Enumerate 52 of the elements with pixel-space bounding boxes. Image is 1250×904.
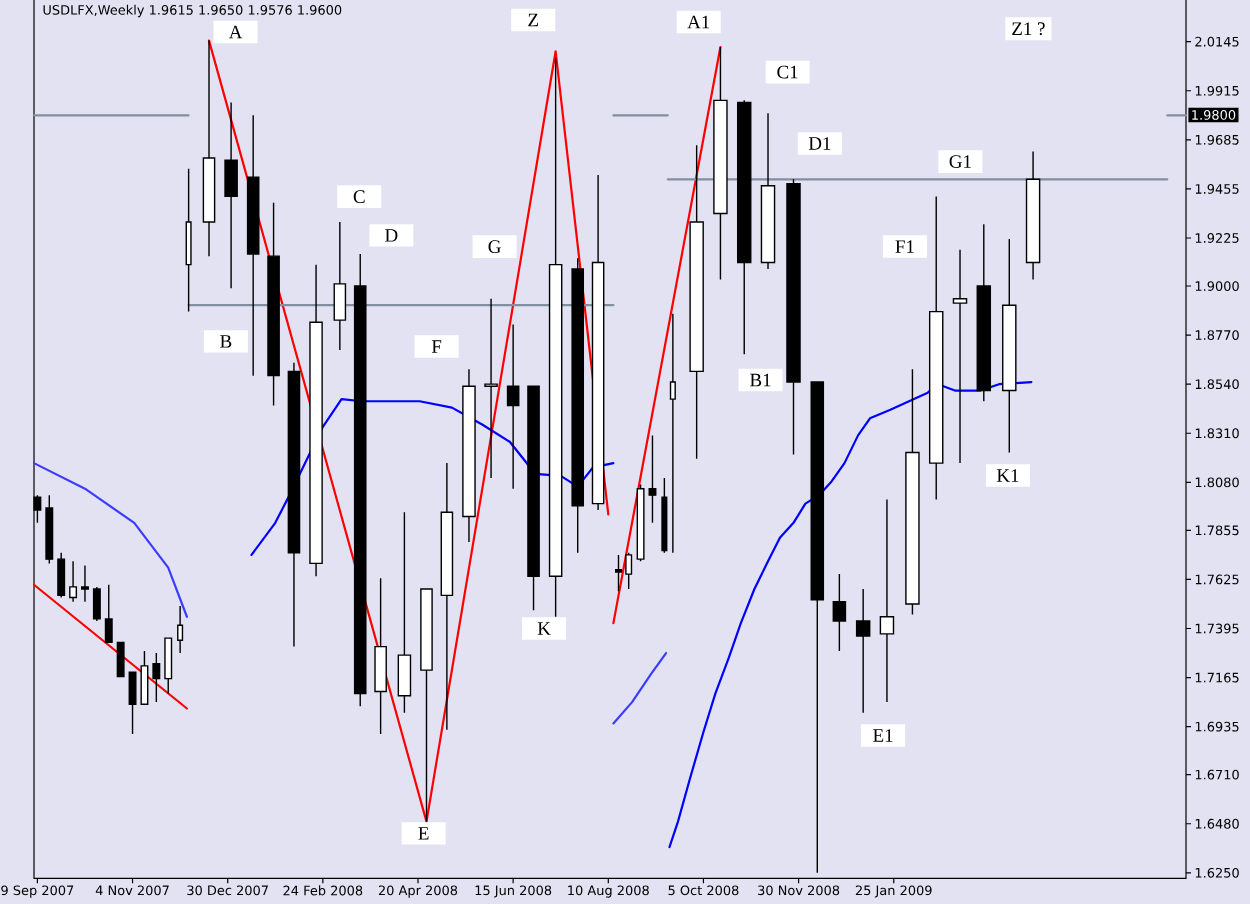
line-series: [32, 462, 189, 618]
annotation: K1: [996, 469, 1019, 482]
candlestick: [506, 323, 520, 490]
candlestick: [1002, 238, 1017, 454]
candlestick: [855, 588, 871, 714]
annotation: K: [537, 622, 551, 635]
candlestick: [786, 178, 801, 456]
annotation: E1: [873, 729, 893, 742]
candlestick: [879, 498, 895, 703]
candlestick: [224, 101, 238, 289]
annotation: B: [220, 335, 232, 348]
candlestick: [462, 368, 476, 543]
annotation: A: [228, 25, 243, 39]
candlestick: [928, 195, 944, 501]
candlestick: [689, 144, 704, 460]
candlestick: [976, 223, 992, 402]
candlestick: [287, 362, 301, 648]
candlestick: [202, 39, 216, 257]
candlestick: [832, 573, 847, 652]
candlestick: [267, 202, 280, 407]
candlestick: [374, 577, 387, 735]
annotation: A1: [687, 15, 710, 29]
candlestick: [484, 298, 498, 479]
candlestick: [1025, 150, 1041, 281]
candlestick: [591, 174, 605, 511]
candlestick: [571, 257, 585, 554]
candlestick: [905, 368, 920, 616]
annotation: Z1 ?: [1012, 22, 1045, 36]
candlestick: [736, 99, 752, 355]
annotation: G1: [949, 155, 971, 168]
annotation: B1: [750, 373, 771, 387]
annotation: D: [385, 229, 398, 242]
annotation: Z: [528, 13, 538, 27]
candlestick: [397, 511, 412, 714]
annotation: F: [431, 340, 442, 353]
candlestick: [713, 46, 728, 281]
candlestick: [309, 263, 323, 577]
candlestick: [527, 385, 540, 612]
annotation: G: [488, 240, 501, 254]
candlestick: [810, 381, 825, 874]
annotation: C: [353, 190, 365, 204]
annotation: D1: [808, 137, 831, 150]
candlestick: [952, 249, 968, 464]
annotation: C1: [777, 65, 798, 79]
annotation: E: [418, 827, 429, 840]
candlestick: [440, 462, 454, 731]
annotation: F1: [895, 240, 914, 253]
line-series: [612, 651, 668, 725]
candlestick: [333, 221, 347, 351]
candlestick: [760, 112, 776, 270]
candlestick: [246, 114, 260, 377]
candlestick: [353, 253, 367, 708]
